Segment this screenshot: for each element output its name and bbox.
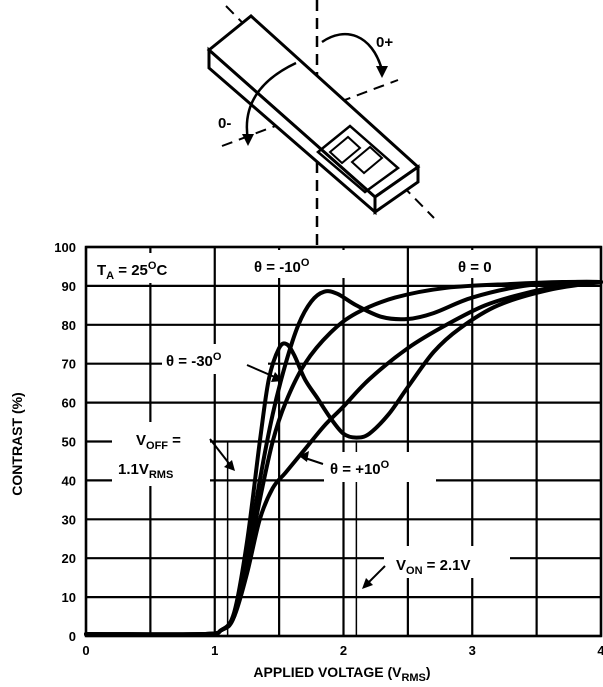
plus-arrowhead — [376, 66, 388, 78]
minus-label: 0- — [218, 115, 231, 132]
y-tick-60: 60 — [62, 396, 76, 411]
y-tick-10: 10 — [62, 590, 76, 605]
x-tick-0: 0 — [82, 643, 89, 658]
x-axis-label: APPLIED VOLTAGE (VRMS) — [253, 664, 430, 684]
box-side — [373, 164, 420, 215]
display-diagram: 0+ 0- — [206, 0, 435, 246]
chart: 0 10 20 30 40 50 60 70 80 90 100 0 1 2 3 4 TA = 25OC θ… — [9, 240, 603, 684]
voff-label-bg — [112, 422, 210, 486]
x-tick-4: 4 — [597, 643, 603, 658]
x-tick-2: 2 — [340, 643, 347, 658]
theta-m30-label-bg — [162, 344, 268, 374]
digit-window — [316, 124, 401, 194]
digit-inner-1 — [328, 135, 362, 165]
series-line-theta-m30 — [84, 280, 603, 637]
von-annotation: VON = 2.1V — [396, 557, 470, 577]
voff-annotation-line1: VOFF = — [136, 432, 181, 452]
y-tick-90: 90 — [62, 279, 76, 294]
theta-m10-annotation: θ = -10O — [254, 257, 310, 276]
theta-p10-annotation: θ = +10O — [330, 459, 390, 478]
plus-label: 0+ — [376, 34, 393, 51]
y-tick-40: 40 — [62, 473, 76, 488]
theta-0-label-bg — [452, 250, 518, 278]
minus-arrowhead — [242, 134, 254, 146]
theta-p10-arrowhead — [299, 451, 309, 462]
y-tick-20: 20 — [62, 551, 76, 566]
theta-p10-pointer — [304, 457, 324, 465]
theta-m30-annotation: θ = -30O — [166, 351, 222, 370]
x-tick-1: 1 — [211, 643, 218, 658]
chart-series — [84, 279, 603, 637]
von-label-bg — [384, 546, 510, 578]
theta-m10-label-bg — [250, 250, 360, 278]
theta-p10-label-bg — [324, 452, 436, 482]
theta-m30-pointer — [246, 364, 278, 379]
theta-0-annotation: θ = 0 — [458, 259, 492, 276]
minus-rotation-arrow — [245, 61, 297, 141]
x-tick-labels: 0 1 2 3 4 — [82, 643, 603, 658]
ta-annotation: TA = 25OC — [97, 260, 167, 282]
y-tick-70: 70 — [62, 357, 76, 372]
series-line-theta-p10 — [84, 280, 603, 637]
y-axis-label: CONTRAST (%) — [9, 392, 25, 495]
digit-inner-2 — [350, 145, 384, 175]
plus-rotation-arrow — [321, 32, 384, 71]
ta-label-bg — [91, 253, 195, 283]
von-arrowhead — [362, 578, 373, 589]
y-tick-100: 100 — [54, 240, 76, 255]
theta-m30-arrowhead — [271, 372, 283, 382]
x-tick-3: 3 — [469, 643, 476, 658]
voff-pointer — [209, 438, 232, 467]
y-tick-80: 80 — [62, 318, 76, 333]
voff-arrowhead — [224, 460, 235, 471]
y-tick-labels: 0 10 20 30 40 50 60 70 80 90 100 — [54, 240, 76, 644]
voff-annotation-line2: 1.1VRMS — [118, 461, 173, 481]
y-tick-0: 0 — [69, 629, 76, 644]
y-tick-50: 50 — [62, 435, 76, 450]
y-tick-30: 30 — [62, 512, 76, 527]
